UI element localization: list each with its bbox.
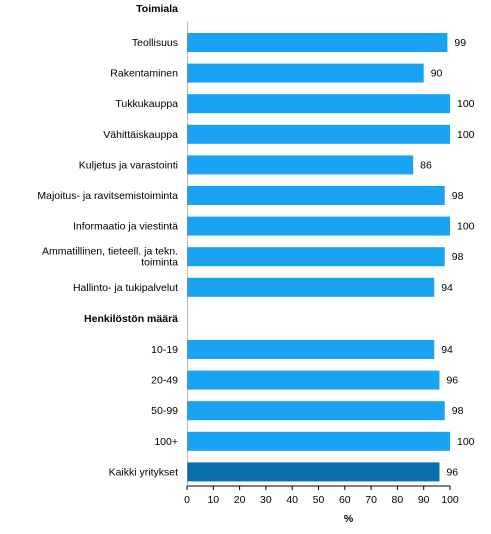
bar — [187, 63, 424, 83]
category-label: Ammatillinen, tieteell. ja tekn. — [42, 246, 178, 258]
x-tick-label: 10 — [207, 494, 219, 506]
category-label: Teollisuus — [132, 37, 178, 49]
category-label: 20-49 — [151, 375, 178, 387]
value-label: 94 — [441, 282, 453, 294]
bar — [187, 401, 445, 421]
x-tick-label: 90 — [418, 494, 430, 506]
value-label: 96 — [446, 466, 458, 478]
bar — [187, 247, 445, 267]
bar — [187, 155, 414, 175]
category-label: toiminta — [141, 257, 178, 269]
bar — [187, 431, 450, 451]
value-label: 98 — [452, 190, 464, 202]
x-axis-title: % — [344, 513, 354, 525]
category-label: Majoitus- ja ravitsemistoiminta — [37, 190, 178, 202]
value-label: 86 — [420, 159, 432, 171]
category-label: Kaikki yritykset — [109, 466, 179, 478]
x-tick-label: 40 — [286, 494, 298, 506]
category-label: Vähittäiskauppa — [103, 129, 178, 141]
bar — [187, 370, 440, 390]
value-label: 100 — [457, 436, 475, 448]
group-header: Toimiala — [136, 3, 178, 15]
value-label: 98 — [452, 405, 464, 417]
category-label: 100+ — [154, 436, 178, 448]
value-label: 100 — [457, 129, 475, 141]
value-label: 99 — [454, 37, 466, 49]
category-label: Hallinto- ja tukipalvelut — [73, 282, 178, 294]
x-tick-label: 80 — [392, 494, 404, 506]
value-label: 90 — [431, 68, 443, 80]
value-label: 96 — [446, 375, 458, 387]
category-label: 10-19 — [151, 344, 178, 356]
x-tick-label: 100 — [441, 494, 459, 506]
x-tick-label: 20 — [234, 494, 246, 506]
bar — [187, 186, 445, 205]
category-label: Kuljetus ja varastointi — [79, 159, 178, 171]
value-label: 100 — [457, 221, 475, 233]
value-label: 98 — [452, 251, 464, 263]
bar — [187, 277, 435, 297]
group-header: Henkilöstön määrä — [84, 313, 178, 325]
category-label: Informaatio ja viestintä — [73, 221, 178, 233]
bar — [187, 33, 448, 52]
category-label: 50-99 — [151, 405, 178, 417]
x-tick-label: 30 — [260, 494, 272, 506]
category-label: Tukkukauppa — [115, 98, 178, 110]
value-label: 94 — [441, 344, 453, 356]
bar — [187, 340, 435, 359]
bar — [187, 462, 440, 482]
bar — [187, 216, 450, 236]
bar — [187, 124, 450, 144]
value-label: 100 — [457, 98, 475, 110]
x-tick-label: 70 — [365, 494, 377, 506]
x-tick-label: 60 — [339, 494, 351, 506]
bar — [187, 94, 450, 114]
x-tick-label: 0 — [184, 494, 190, 506]
category-label: Rakentaminen — [110, 68, 178, 80]
x-tick-label: 50 — [313, 494, 325, 506]
